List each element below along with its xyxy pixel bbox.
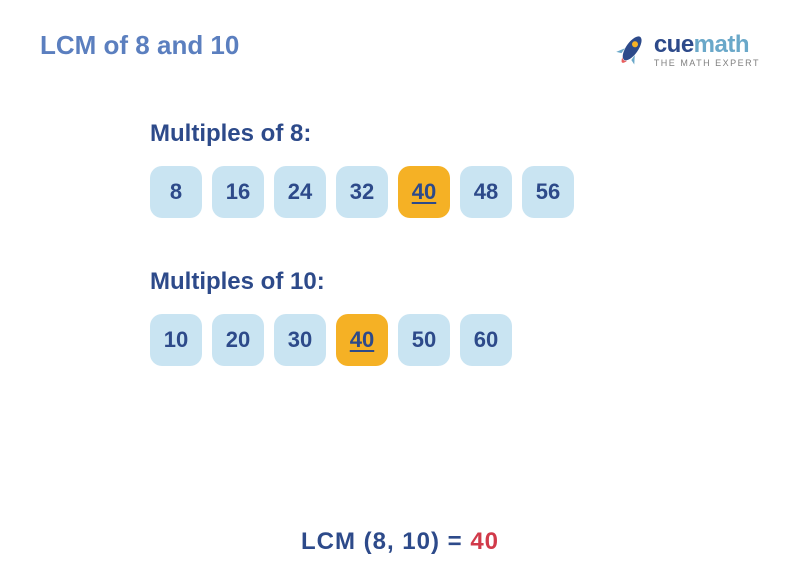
multiple-chip: 8 [150, 166, 202, 218]
multiple-chip: 40 [336, 314, 388, 366]
multiple-chip: 56 [522, 166, 574, 218]
logo-tagline: THE MATH EXPERT [654, 59, 760, 68]
multiple-chip: 24 [274, 166, 326, 218]
logo: cuemath THE MATH EXPERT [614, 30, 760, 70]
logo-text: cuemath THE MATH EXPERT [654, 33, 760, 68]
chips-multiples-10: 102030405060 [150, 314, 760, 366]
multiple-chip: 10 [150, 314, 202, 366]
multiple-chip: 50 [398, 314, 450, 366]
header: LCM of 8 and 10 cuemath THE MATH EXPERT [40, 30, 760, 70]
multiple-chip: 40 [398, 166, 450, 218]
chips-multiples-8: 8162432404856 [150, 166, 760, 218]
rocket-icon [614, 30, 648, 70]
rocket-body [619, 33, 645, 63]
multiple-chip: 48 [460, 166, 512, 218]
multiple-chip: 30 [274, 314, 326, 366]
result-line: LCM (8, 10) = 40 [0, 528, 800, 556]
multiple-chip: 32 [336, 166, 388, 218]
section-multiples-10: Multiples of 10: 102030405060 [40, 268, 760, 366]
page-title: LCM of 8 and 10 [40, 30, 239, 61]
logo-main: cuemath [654, 33, 760, 57]
multiple-chip: 20 [212, 314, 264, 366]
logo-cue: cue [654, 31, 694, 58]
multiple-chip: 60 [460, 314, 512, 366]
result-label: LCM (8, 10) = [301, 528, 470, 555]
logo-math: math [694, 31, 749, 58]
heading-multiples-10: Multiples of 10: [150, 268, 760, 296]
result-value: 40 [470, 528, 499, 555]
multiple-chip: 16 [212, 166, 264, 218]
section-multiples-8: Multiples of 8: 8162432404856 [40, 120, 760, 218]
heading-multiples-8: Multiples of 8: [150, 120, 760, 148]
